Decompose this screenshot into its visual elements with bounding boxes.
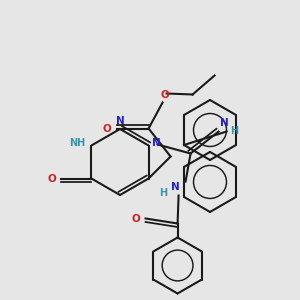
Text: H: H xyxy=(160,188,168,199)
Text: NH: NH xyxy=(69,139,85,148)
Text: H: H xyxy=(230,125,238,136)
Text: O: O xyxy=(160,91,169,100)
Text: N: N xyxy=(116,116,124,126)
Text: N: N xyxy=(171,182,180,191)
Text: O: O xyxy=(102,124,111,134)
Text: O: O xyxy=(131,214,140,224)
Text: O: O xyxy=(47,173,56,184)
Text: N: N xyxy=(152,139,161,148)
Text: N: N xyxy=(220,118,229,128)
